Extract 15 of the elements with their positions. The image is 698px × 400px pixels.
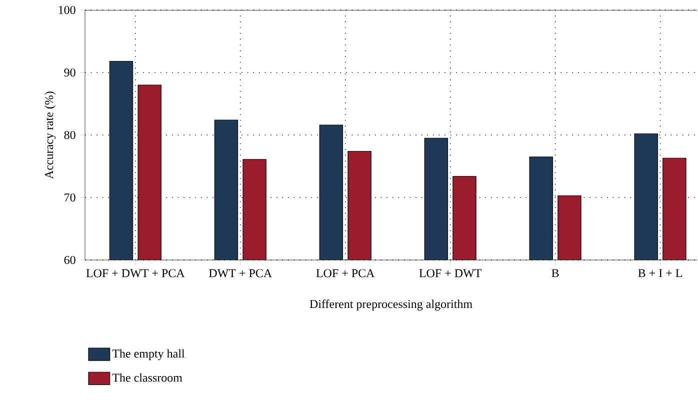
- y-tick-label: 70: [64, 193, 76, 202]
- legend-label: The classroom: [112, 373, 182, 382]
- x-tick-label: LOF + DWT: [419, 269, 482, 278]
- y-tick-label: 60: [64, 256, 76, 264]
- legend-label: The empty hall: [112, 349, 185, 360]
- y-tick-label: 80: [64, 130, 76, 140]
- y-axis-title: Accuracy rate (%): [44, 92, 56, 179]
- x-tick-label: LOF + PCA: [316, 269, 375, 278]
- y-tick-label: 100: [58, 6, 76, 14]
- x-tick-label: B + I + L: [638, 269, 682, 278]
- x-tick-label: B: [552, 269, 559, 278]
- y-tick-label: 90: [64, 68, 76, 77]
- x-tick-label: DWT + PCA: [208, 269, 272, 278]
- x-tick-label: LOF + DWT + PCA: [86, 269, 185, 278]
- x-axis-title: Different preprocessing algorithm: [310, 300, 472, 311]
